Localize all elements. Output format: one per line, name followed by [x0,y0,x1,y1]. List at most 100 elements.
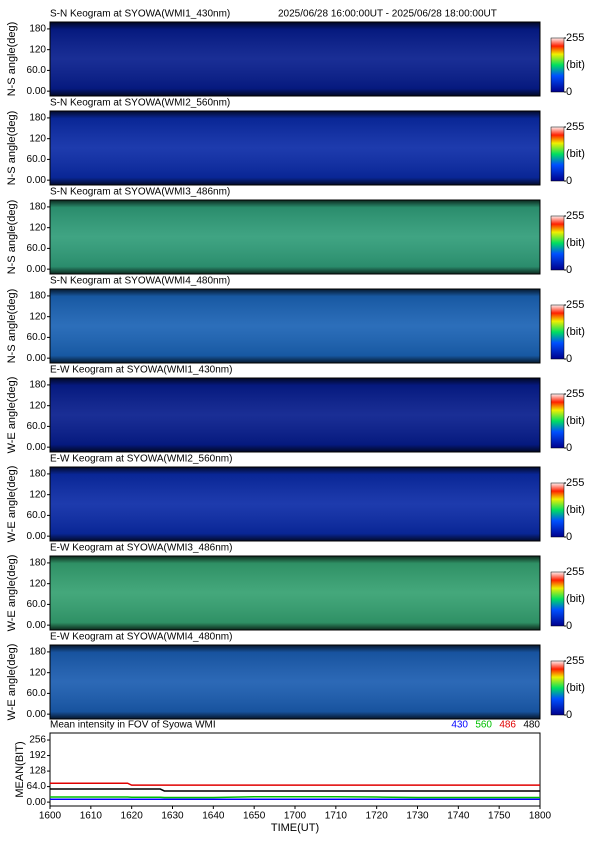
x-tick-label: 1700 [284,811,307,822]
colorbar-label: 0 [566,442,572,454]
keogram-shade [50,378,540,452]
colorbar-label: 0 [566,709,572,721]
colorbar-label: 255 [566,655,584,667]
y-tick-label: 120 [29,578,46,589]
colorbar-label: 0 [566,531,572,543]
plot-frame [49,644,541,720]
panel-title: E-W Keogram at SYOWA(WMI4_480nm) [50,632,232,643]
plot-frame [49,110,541,186]
plot-frame [49,377,541,453]
y-tick-label: 120 [29,44,46,55]
y-tick-label: 60.0 [27,154,47,165]
colorbar-label: 255 [566,388,584,400]
keogram-shade [50,22,540,96]
x-tick-label: 1710 [325,811,348,822]
y-tick-label: 128 [29,766,46,777]
plot-frame [49,199,541,275]
colorbar-label: 0 [566,264,572,276]
y-axis-label: N-S angle(deg) [6,111,18,186]
panel-subtitle: 2025/06/28 16:00:00UT - 2025/06/28 18:00… [278,9,497,20]
y-tick-label: 60.0 [27,243,47,254]
x-tick-label: 1740 [447,811,470,822]
y-axis-label: W-E angle(deg) [6,377,18,454]
panel-title: Mean intensity in FOV of Syowa WMI [50,720,216,731]
y-tick-label: 0.00 [27,531,47,542]
y-tick-label: 0.00 [27,442,47,453]
panel-title: E-W Keogram at SYOWA(WMI1_430nm) [50,365,232,376]
colorbar-label: 255 [566,210,584,222]
y-tick-label: 120 [29,400,46,411]
y-tick-label: 0.00 [27,620,47,631]
y-tick-label: 120 [29,489,46,500]
legend-entry: 486 [499,720,516,731]
colorbar-label: 0 [566,175,572,187]
y-tick-label: 180 [29,469,46,480]
y-axis-label: W-E angle(deg) [6,644,18,721]
colorbar [550,482,565,538]
plot-frame [49,21,541,97]
y-tick-label: 120 [29,311,46,322]
plot-frame [49,288,541,364]
colorbar-label: 255 [566,477,584,489]
series-line [50,788,540,792]
x-tick-label: 1630 [161,811,184,822]
x-tick-label: 1730 [406,811,429,822]
colorbar-unit: (bit) [566,593,585,605]
y-tick-label: 64.0 [27,781,47,792]
keogram-shade [50,556,540,630]
y-tick-label: 180 [29,113,46,124]
colorbar [550,215,565,271]
keogram-shade [50,289,540,363]
keogram-shade [50,467,540,541]
keogram-shade [50,645,540,719]
colorbar-unit: (bit) [566,59,585,71]
x-tick-label: 1610 [80,811,103,822]
colorbar-unit: (bit) [566,504,585,516]
panel-title: S-N Keogram at SYOWA(WMI4_480nm) [50,276,230,287]
x-tick-label: 1750 [488,811,511,822]
colorbar [550,37,565,93]
colorbar [550,126,565,182]
y-tick-label: 0.00 [27,175,47,186]
x-tick-label: 1600 [39,811,62,822]
colorbar [550,660,565,716]
x-axis-label: TIME(UT) [271,822,319,834]
colorbar [550,304,565,360]
panel-title: S-N Keogram at SYOWA(WMI2_560nm) [50,98,230,109]
colorbar [550,393,565,449]
colorbar-unit: (bit) [566,682,585,694]
colorbar-label: 255 [566,566,584,578]
plot-frame [49,732,541,807]
y-tick-label: 60.0 [27,510,47,521]
y-tick-label: 0.00 [27,264,47,275]
colorbar-label: 255 [566,299,584,311]
x-tick-label: 1640 [202,811,225,822]
keogram-shade [50,111,540,185]
colorbar-label: 0 [566,620,572,632]
y-tick-label: 120 [29,222,46,233]
x-tick-label: 1650 [243,811,266,822]
y-tick-label: 60.0 [27,332,47,343]
colorbar-label: 0 [566,86,572,98]
panel-title: E-W Keogram at SYOWA(WMI3_486nm) [50,543,232,554]
x-tick-label: 1720 [366,811,389,822]
y-axis-label: W-E angle(deg) [6,466,18,543]
y-axis-label: W-E angle(deg) [6,555,18,632]
y-tick-label: 60.0 [27,421,47,432]
y-tick-label: 192 [29,750,46,761]
y-tick-label: 0.00 [27,797,47,808]
legend-entry: 480 [523,720,540,731]
colorbar-unit: (bit) [566,148,585,160]
y-tick-label: 180 [29,24,46,35]
y-tick-label: 180 [29,558,46,569]
y-tick-label: 180 [29,202,46,213]
colorbar [550,571,565,627]
keogram-shade [50,200,540,274]
colorbar-label: 0 [566,353,572,365]
y-tick-label: 0.00 [27,709,47,720]
colorbar-label: 255 [566,32,584,44]
y-axis-label: MEAN(BIT) [14,741,26,797]
y-tick-label: 0.00 [27,353,47,364]
y-axis-label: N-S angle(deg) [6,22,18,97]
y-tick-label: 60.0 [27,599,47,610]
